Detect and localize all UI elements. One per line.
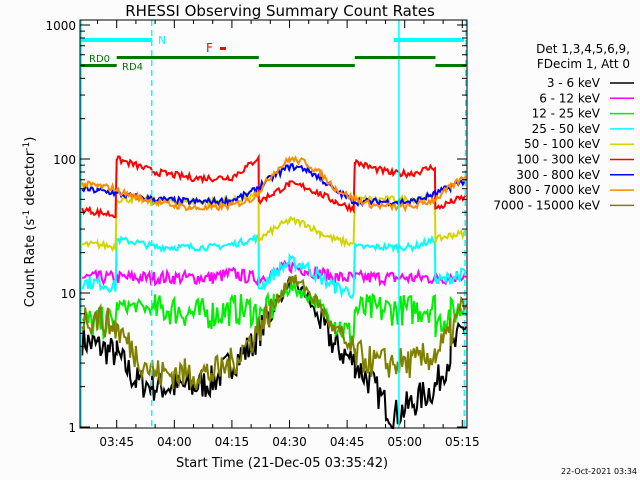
series-line-8 — [81, 274, 467, 391]
flare-label: F — [206, 41, 213, 55]
legend-label: 50 - 100 keV — [524, 137, 601, 151]
x-tick-label: 04:45 — [330, 435, 365, 449]
x-tick-label: 04:30 — [272, 435, 307, 449]
rd4-bar — [435, 64, 467, 67]
x-tick-label: 03:45 — [99, 435, 134, 449]
y-tick-label: 10 — [61, 287, 76, 301]
y-tick-label: 1000 — [45, 19, 76, 33]
rd0-bar — [354, 56, 436, 59]
axes: 03:45 04:00 04:15 04:30 04:45 05:00 05:15 1 10 10… — [45, 19, 479, 449]
series-line-7 — [81, 155, 467, 213]
plot-area: N F RD0 RD4 — [80, 19, 467, 430]
series-line-3 — [81, 233, 467, 299]
legend-header-line-2: FDecim 1, Att 0 — [537, 57, 630, 71]
legend-label: 25 - 50 keV — [532, 122, 601, 136]
series-line-4 — [81, 190, 466, 253]
rd4-bar — [81, 64, 117, 67]
legend-label: 3 - 6 keV — [547, 76, 601, 90]
legend-label: 12 - 25 keV — [532, 107, 601, 121]
timestamp: 22-Oct-2021 03:34 — [561, 467, 637, 476]
legend-label: 300 - 800 keV — [516, 168, 600, 182]
legend-header-line-1: Det 1,3,4,5,6,9, — [536, 42, 630, 56]
legend-label: 6 - 12 keV — [539, 91, 601, 105]
night-label: N — [158, 34, 166, 47]
x-tick-label: 04:15 — [215, 435, 250, 449]
y-tick-label: 100 — [53, 153, 76, 167]
y-axis-label: Count Rate (s-1 detector-1) — [22, 137, 38, 308]
x-axis-label: Start Time (21-Dec-05 03:35:42) — [176, 456, 388, 471]
rd0-label: RD0 — [89, 54, 110, 65]
legend-label: 7000 - 15000 keV — [493, 198, 600, 212]
rd0-bar — [116, 56, 259, 59]
rd4-bar — [258, 64, 355, 67]
plot-frame — [79, 19, 468, 429]
legend-label: 800 - 7000 keV — [509, 183, 601, 197]
legend: Det 1,3,4,5,6,9, FDecim 1, Att 0 3 - 6 k… — [493, 42, 634, 212]
night-bar — [394, 38, 464, 42]
night-end-line — [463, 19, 467, 429]
x-tick-label: 05:15 — [445, 435, 480, 449]
night-bar — [80, 38, 152, 42]
series-line-5 — [81, 153, 467, 219]
chart-title: RHESSI Observing Summary Count Rates — [125, 2, 435, 20]
rd4-label: RD4 — [122, 62, 143, 73]
y-tick-label: 1 — [68, 421, 76, 435]
legend-label: 100 - 300 keV — [516, 153, 600, 167]
x-tick-label: 04:00 — [157, 435, 192, 449]
flare-marker — [220, 47, 226, 50]
x-tick-label: 05:00 — [387, 435, 422, 449]
series-line-2 — [81, 282, 467, 349]
